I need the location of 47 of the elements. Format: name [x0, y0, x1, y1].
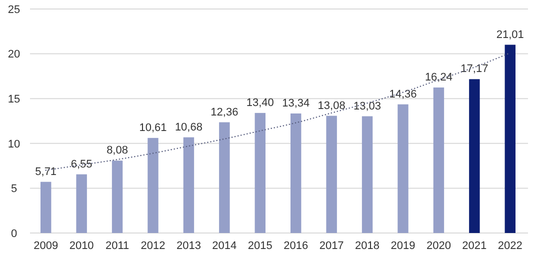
data-label: 21,01	[496, 28, 524, 41]
bar	[362, 116, 373, 233]
data-label: 10,61	[139, 122, 167, 134]
x-tick-label: 2013	[176, 240, 201, 252]
y-tick-label: 20	[8, 48, 20, 61]
x-tick-label: 2019	[390, 240, 416, 252]
data-label: 17,17	[460, 63, 488, 76]
data-label: 13,40	[246, 96, 274, 109]
data-label: 6,55	[70, 158, 92, 170]
x-tick-label: 2016	[284, 240, 308, 252]
x-tick-label: 2011	[105, 240, 130, 252]
x-tick-label: 2009	[34, 240, 58, 252]
y-tick-label: 25	[8, 4, 20, 16]
y-tick-label: 10	[8, 138, 20, 150]
x-tick-label: 2017	[319, 240, 344, 252]
bar	[469, 79, 480, 233]
x-tick-label: 2022	[498, 240, 522, 252]
bar	[433, 87, 444, 233]
bar	[40, 182, 52, 233]
bar	[398, 104, 408, 233]
data-label: 12,36	[210, 106, 238, 118]
data-label: 5,71	[35, 166, 57, 178]
bar	[76, 174, 87, 233]
bar	[254, 112, 266, 233]
y-tick-label: 0	[10, 228, 18, 240]
data-label: 13,03	[354, 100, 382, 112]
bar	[290, 113, 302, 233]
data-label: 13,08	[318, 100, 346, 112]
y-tick-label: 5	[10, 183, 18, 196]
data-label: 14,36	[389, 88, 417, 100]
x-tick-label: 2012	[140, 240, 166, 252]
x-tick-label: 2010	[69, 240, 94, 252]
bar	[112, 160, 123, 233]
bar	[326, 116, 337, 233]
data-label: 8,08	[106, 144, 128, 157]
data-label: 13,34	[282, 97, 310, 110]
bar	[504, 44, 516, 233]
x-tick-label: 2018	[355, 240, 380, 252]
x-tick-label: 2015	[248, 240, 272, 252]
x-tick-label: 2020	[426, 240, 451, 252]
x-tick-label: 2014	[212, 240, 237, 252]
data-label: 10,68	[174, 121, 202, 134]
bar	[219, 122, 230, 233]
x-tick-label: 2021	[462, 240, 487, 252]
bar	[148, 138, 158, 233]
y-tick-label: 15	[8, 93, 20, 106]
bar	[183, 137, 194, 233]
